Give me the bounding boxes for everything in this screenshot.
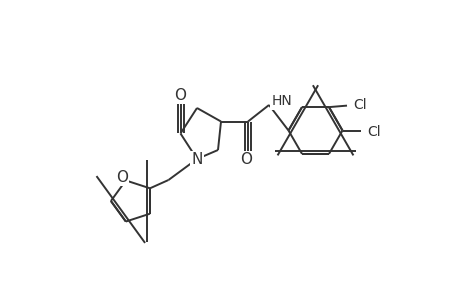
Text: O: O <box>174 88 186 103</box>
Text: Cl: Cl <box>353 98 366 112</box>
Text: Cl: Cl <box>366 125 380 139</box>
Text: O: O <box>240 152 252 167</box>
Text: HN: HN <box>271 94 291 108</box>
Text: O: O <box>116 170 128 185</box>
Text: N: N <box>191 152 202 167</box>
